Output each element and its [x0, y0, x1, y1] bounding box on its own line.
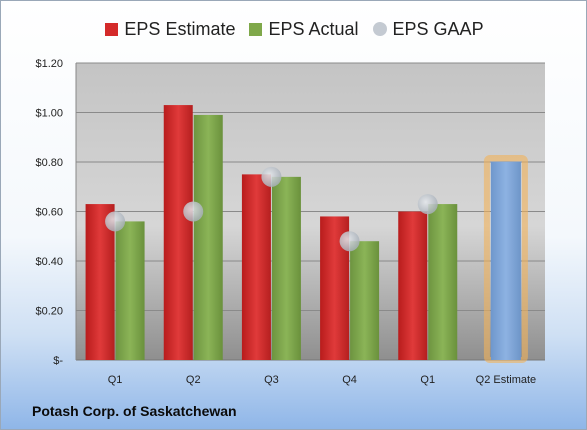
bar-eps-estimate — [241, 174, 271, 360]
legend-label-eps-estimate: EPS Estimate — [124, 18, 236, 39]
y-tick-label: $1.20 — [35, 58, 63, 70]
y-tick-label: $0.20 — [35, 306, 63, 318]
bars — [85, 105, 528, 363]
gaap-dots — [105, 166, 438, 252]
x-tick-label: Q2 — [186, 374, 201, 386]
gaap-dot — [105, 211, 126, 232]
y-tick-labels: $- $0.20 $0.40 $0.60 $0.80 $1.00 $1.20 — [35, 58, 63, 367]
y-tick-label: $0.60 — [35, 207, 63, 219]
bar-eps-actual — [428, 204, 458, 360]
bar-eps-actual — [271, 176, 301, 360]
bar-eps-estimate — [85, 204, 115, 360]
legend: EPS Estimate EPS Actual EPS GAAP — [1, 15, 586, 43]
bar-eps-actual — [115, 221, 145, 360]
bar-eps-actual — [350, 241, 380, 360]
gaap-dot — [261, 166, 282, 187]
legend-swatch-eps-actual — [249, 22, 263, 36]
x-tick-label: Q1 — [108, 374, 123, 386]
y-tick-label: $- — [53, 355, 63, 367]
x-tick-labels: Q1 Q2 Q3 Q4 Q1 Q2 Estimate — [108, 374, 536, 386]
grid — [75, 62, 545, 361]
y-tick-label: $1.00 — [35, 108, 63, 120]
gaap-dot — [417, 194, 438, 215]
y-tick-label: $0.80 — [35, 157, 63, 169]
legend-dot-eps-gaap — [372, 22, 387, 36]
x-tick-label: Q2 Estimate — [476, 374, 537, 386]
bar-eps-estimate — [163, 105, 193, 360]
legend-label-eps-actual: EPS Actual — [268, 18, 359, 39]
legend-item-eps-gaap: EPS GAAP — [372, 18, 484, 40]
gaap-dot — [183, 201, 204, 222]
x-tick-label: Q4 — [342, 374, 357, 386]
legend-label-eps-gaap: EPS GAAP — [392, 18, 484, 39]
gaap-dot — [339, 231, 360, 252]
company-name: Potash Corp. of Saskatchewan — [32, 403, 237, 419]
legend-swatch-eps-estimate — [105, 22, 119, 36]
x-tick-label: Q1 — [420, 374, 435, 386]
bar-q2-estimate — [490, 162, 521, 360]
y-tick-label: $0.40 — [35, 256, 63, 268]
x-tick-label: Q3 — [264, 374, 279, 386]
legend-item-eps-actual: EPS Actual — [249, 18, 359, 40]
bar-eps-actual — [193, 114, 223, 360]
bar-eps-estimate — [398, 211, 428, 360]
legend-item-eps-estimate: EPS Estimate — [105, 19, 235, 40]
